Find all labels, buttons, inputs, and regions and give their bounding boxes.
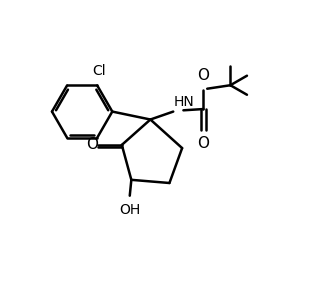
Text: O: O: [197, 136, 209, 151]
Text: HN: HN: [173, 95, 194, 109]
Text: O: O: [86, 137, 98, 152]
Text: Cl: Cl: [92, 64, 106, 79]
Text: OH: OH: [119, 203, 141, 217]
Text: O: O: [197, 68, 209, 83]
